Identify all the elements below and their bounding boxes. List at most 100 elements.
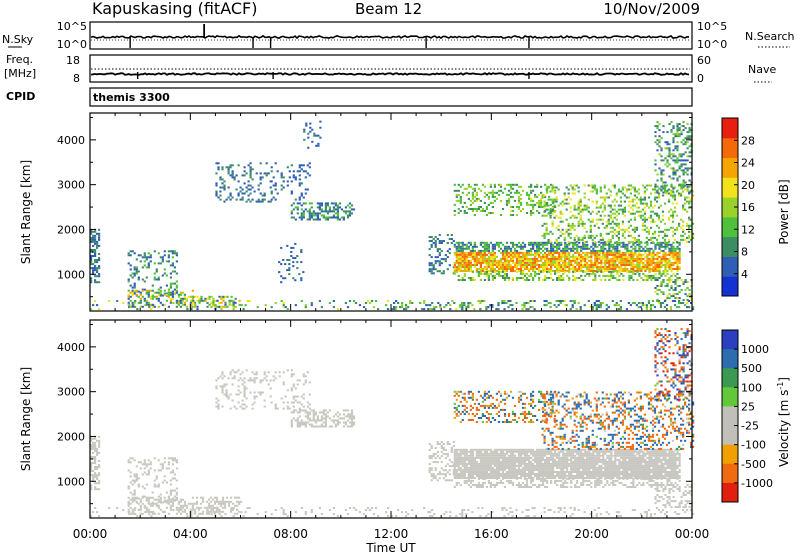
data-cell [692,513,695,516]
data-cell [267,371,270,374]
data-cell [546,257,549,260]
data-cell [656,279,659,281]
data-cell [616,245,619,248]
data-cell [566,245,569,248]
data-cell [558,268,561,270]
data-cell [133,268,136,271]
data-cell [586,255,589,258]
data-cell [387,300,390,302]
data-cell [161,465,164,468]
data-cell [223,184,226,187]
data-cell [167,463,170,466]
data-cell [632,270,635,273]
data-cell [461,249,464,252]
data-cell [485,272,488,275]
data-cell [628,259,631,262]
data-cell [632,251,635,254]
data-cell [350,421,354,424]
data-cell [169,297,172,300]
data-cell [682,159,685,162]
data-cell [678,155,681,158]
data-cell [165,260,168,263]
data-cell [322,425,325,428]
data-cell [680,125,683,128]
data-cell [302,271,305,274]
data-cell [673,232,677,235]
power-cbar-segment [722,216,738,238]
data-cell [487,197,490,200]
data-cell [682,509,685,511]
data-cell [650,270,653,272]
data-cell [623,206,626,209]
data-cell [657,216,661,219]
data-cell [513,261,517,264]
data-cell [505,272,509,275]
data-cell [521,277,525,279]
data-cell [131,303,134,306]
data-cell [193,301,196,304]
data-cell [662,241,665,244]
data-cell [137,276,140,279]
data-cell [531,300,534,302]
data-cell [308,166,311,169]
data-cell [136,515,139,518]
data-cell [505,251,509,254]
data-cell [179,291,182,294]
data-cell [242,308,245,311]
data-cell [290,190,293,193]
data-cell [534,255,537,258]
data-cell [463,259,466,262]
data-cell [660,169,663,172]
data-cell [521,259,525,262]
data-cell [153,457,156,460]
data-cell [477,253,480,256]
data-cell [670,295,673,298]
data-cell [473,195,476,198]
data-cell [463,264,466,266]
data-cell [185,297,188,300]
data-cell [385,304,388,307]
data-cell [606,255,609,258]
data-cell [558,274,561,277]
data-cell [660,259,663,262]
data-cell [261,391,264,394]
data-cell [604,266,607,268]
data-cell [588,251,591,254]
data-cell [465,264,468,266]
data-cell [223,500,227,503]
data-cell [557,224,560,227]
data-cell [624,268,627,270]
data-cell [567,224,570,227]
data-cell [314,212,317,215]
data-cell [569,226,572,229]
data-cell [584,247,587,250]
data-cell [199,496,203,499]
data-cell [332,202,335,205]
data-cell [626,245,629,248]
data-cell [425,304,428,307]
data-cell [98,238,101,241]
data-cell [649,236,653,239]
data-cell [591,184,594,187]
data-cell [561,212,564,215]
data-cell [465,306,468,309]
data-cell [572,249,575,252]
data-cell [461,243,464,246]
data-cell [183,295,186,298]
data-cell [538,259,541,262]
data-cell [627,234,630,237]
data-cell [591,190,594,193]
data-cell [149,254,152,257]
data-cell [153,305,156,308]
data-cell [143,495,146,498]
data-cell [581,238,584,241]
data-cell [656,139,659,142]
data-cell [290,255,293,257]
data-cell [171,504,174,507]
data-cell [129,264,132,267]
data-cell [461,266,464,268]
data-cell [459,259,462,262]
data-cell [96,482,99,485]
data-cell [217,166,220,169]
data-cell [489,304,492,307]
